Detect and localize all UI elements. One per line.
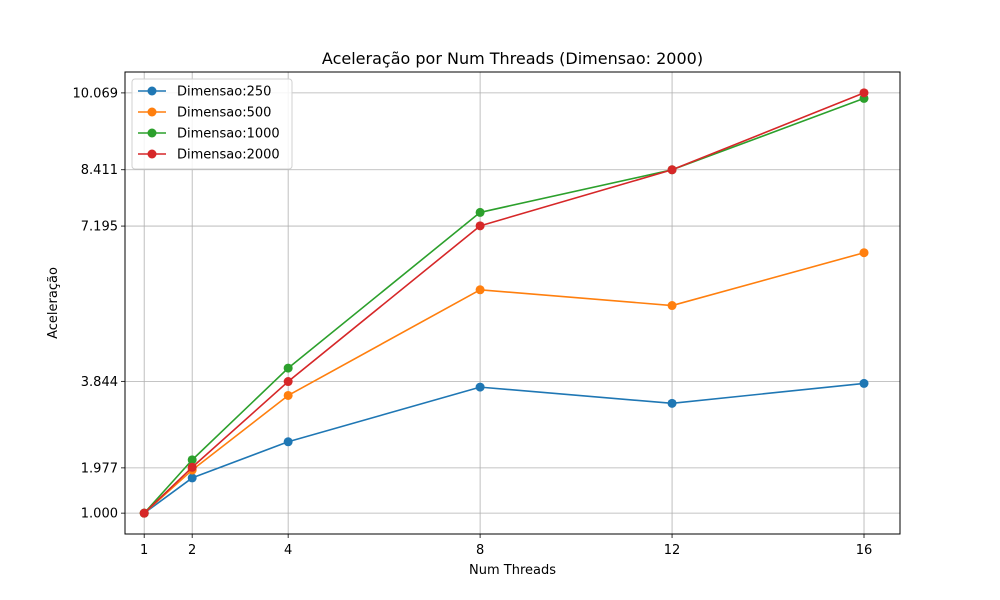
y-tick-label: 1.000 [81, 507, 118, 522]
y-tick-label: 10.069 [73, 86, 119, 101]
legend-box [131, 78, 293, 170]
legend-marker [147, 128, 157, 138]
legend-label: Dimensao:250 [177, 85, 271, 100]
legend-label: Dimensao:500 [177, 106, 271, 121]
data-point [475, 285, 485, 295]
series-dimensao-2000 [139, 88, 869, 518]
data-point [475, 382, 485, 392]
series-line [143, 97, 865, 514]
data-point [859, 378, 869, 388]
data-point [475, 207, 485, 217]
data-point [859, 88, 869, 98]
legend-label: Dimensao:1000 [177, 127, 280, 142]
data-point [283, 363, 293, 373]
data-point [283, 377, 293, 387]
data-point [139, 508, 149, 518]
series-line [143, 251, 865, 514]
series-line [143, 92, 865, 514]
legend-marker [147, 86, 157, 96]
x-tick-label: 8 [476, 543, 484, 558]
y-tick-label: 3.844 [81, 375, 118, 390]
legend-marker [147, 149, 157, 159]
chart-title: Aceleração por Num Threads (Dimensao: 20… [322, 49, 703, 68]
y-tick-label: 8.411 [81, 163, 118, 178]
x-tick-label: 12 [664, 543, 681, 558]
legend-marker [147, 107, 157, 117]
plot-frame [124, 71, 901, 535]
x-tick-label: 1 [140, 543, 148, 558]
data-point [283, 390, 293, 400]
x-axis-label: Num Threads [469, 563, 556, 578]
legend-label: Dimensao:2000 [177, 148, 280, 163]
data-point [859, 248, 869, 258]
legend-item: Dimensao:2000 [138, 148, 280, 163]
data-point [475, 221, 485, 231]
x-tick-label: 2 [188, 543, 196, 558]
y-tick-label: 7.195 [81, 220, 118, 235]
y-tick-label: 1.977 [81, 461, 118, 476]
x-tick-label: 4 [284, 543, 292, 558]
data-point [667, 301, 677, 311]
legend-item: Dimensao:250 [138, 85, 271, 100]
legend-item: Dimensao:1000 [138, 127, 280, 142]
legend-item: Dimensao:500 [138, 106, 271, 121]
series-layer [139, 88, 869, 518]
x-tick-label: 16 [856, 543, 873, 558]
legend: Dimensao:250 Dimensao:500 Dimensao:1000 Dim… [131, 78, 293, 170]
data-point [667, 165, 677, 175]
data-point [187, 455, 197, 465]
series-line [143, 382, 865, 514]
data-point [667, 398, 677, 408]
data-point [187, 473, 197, 483]
data-point [283, 437, 293, 447]
y-axis-label: Aceleração [46, 267, 61, 339]
data-point [187, 462, 197, 472]
